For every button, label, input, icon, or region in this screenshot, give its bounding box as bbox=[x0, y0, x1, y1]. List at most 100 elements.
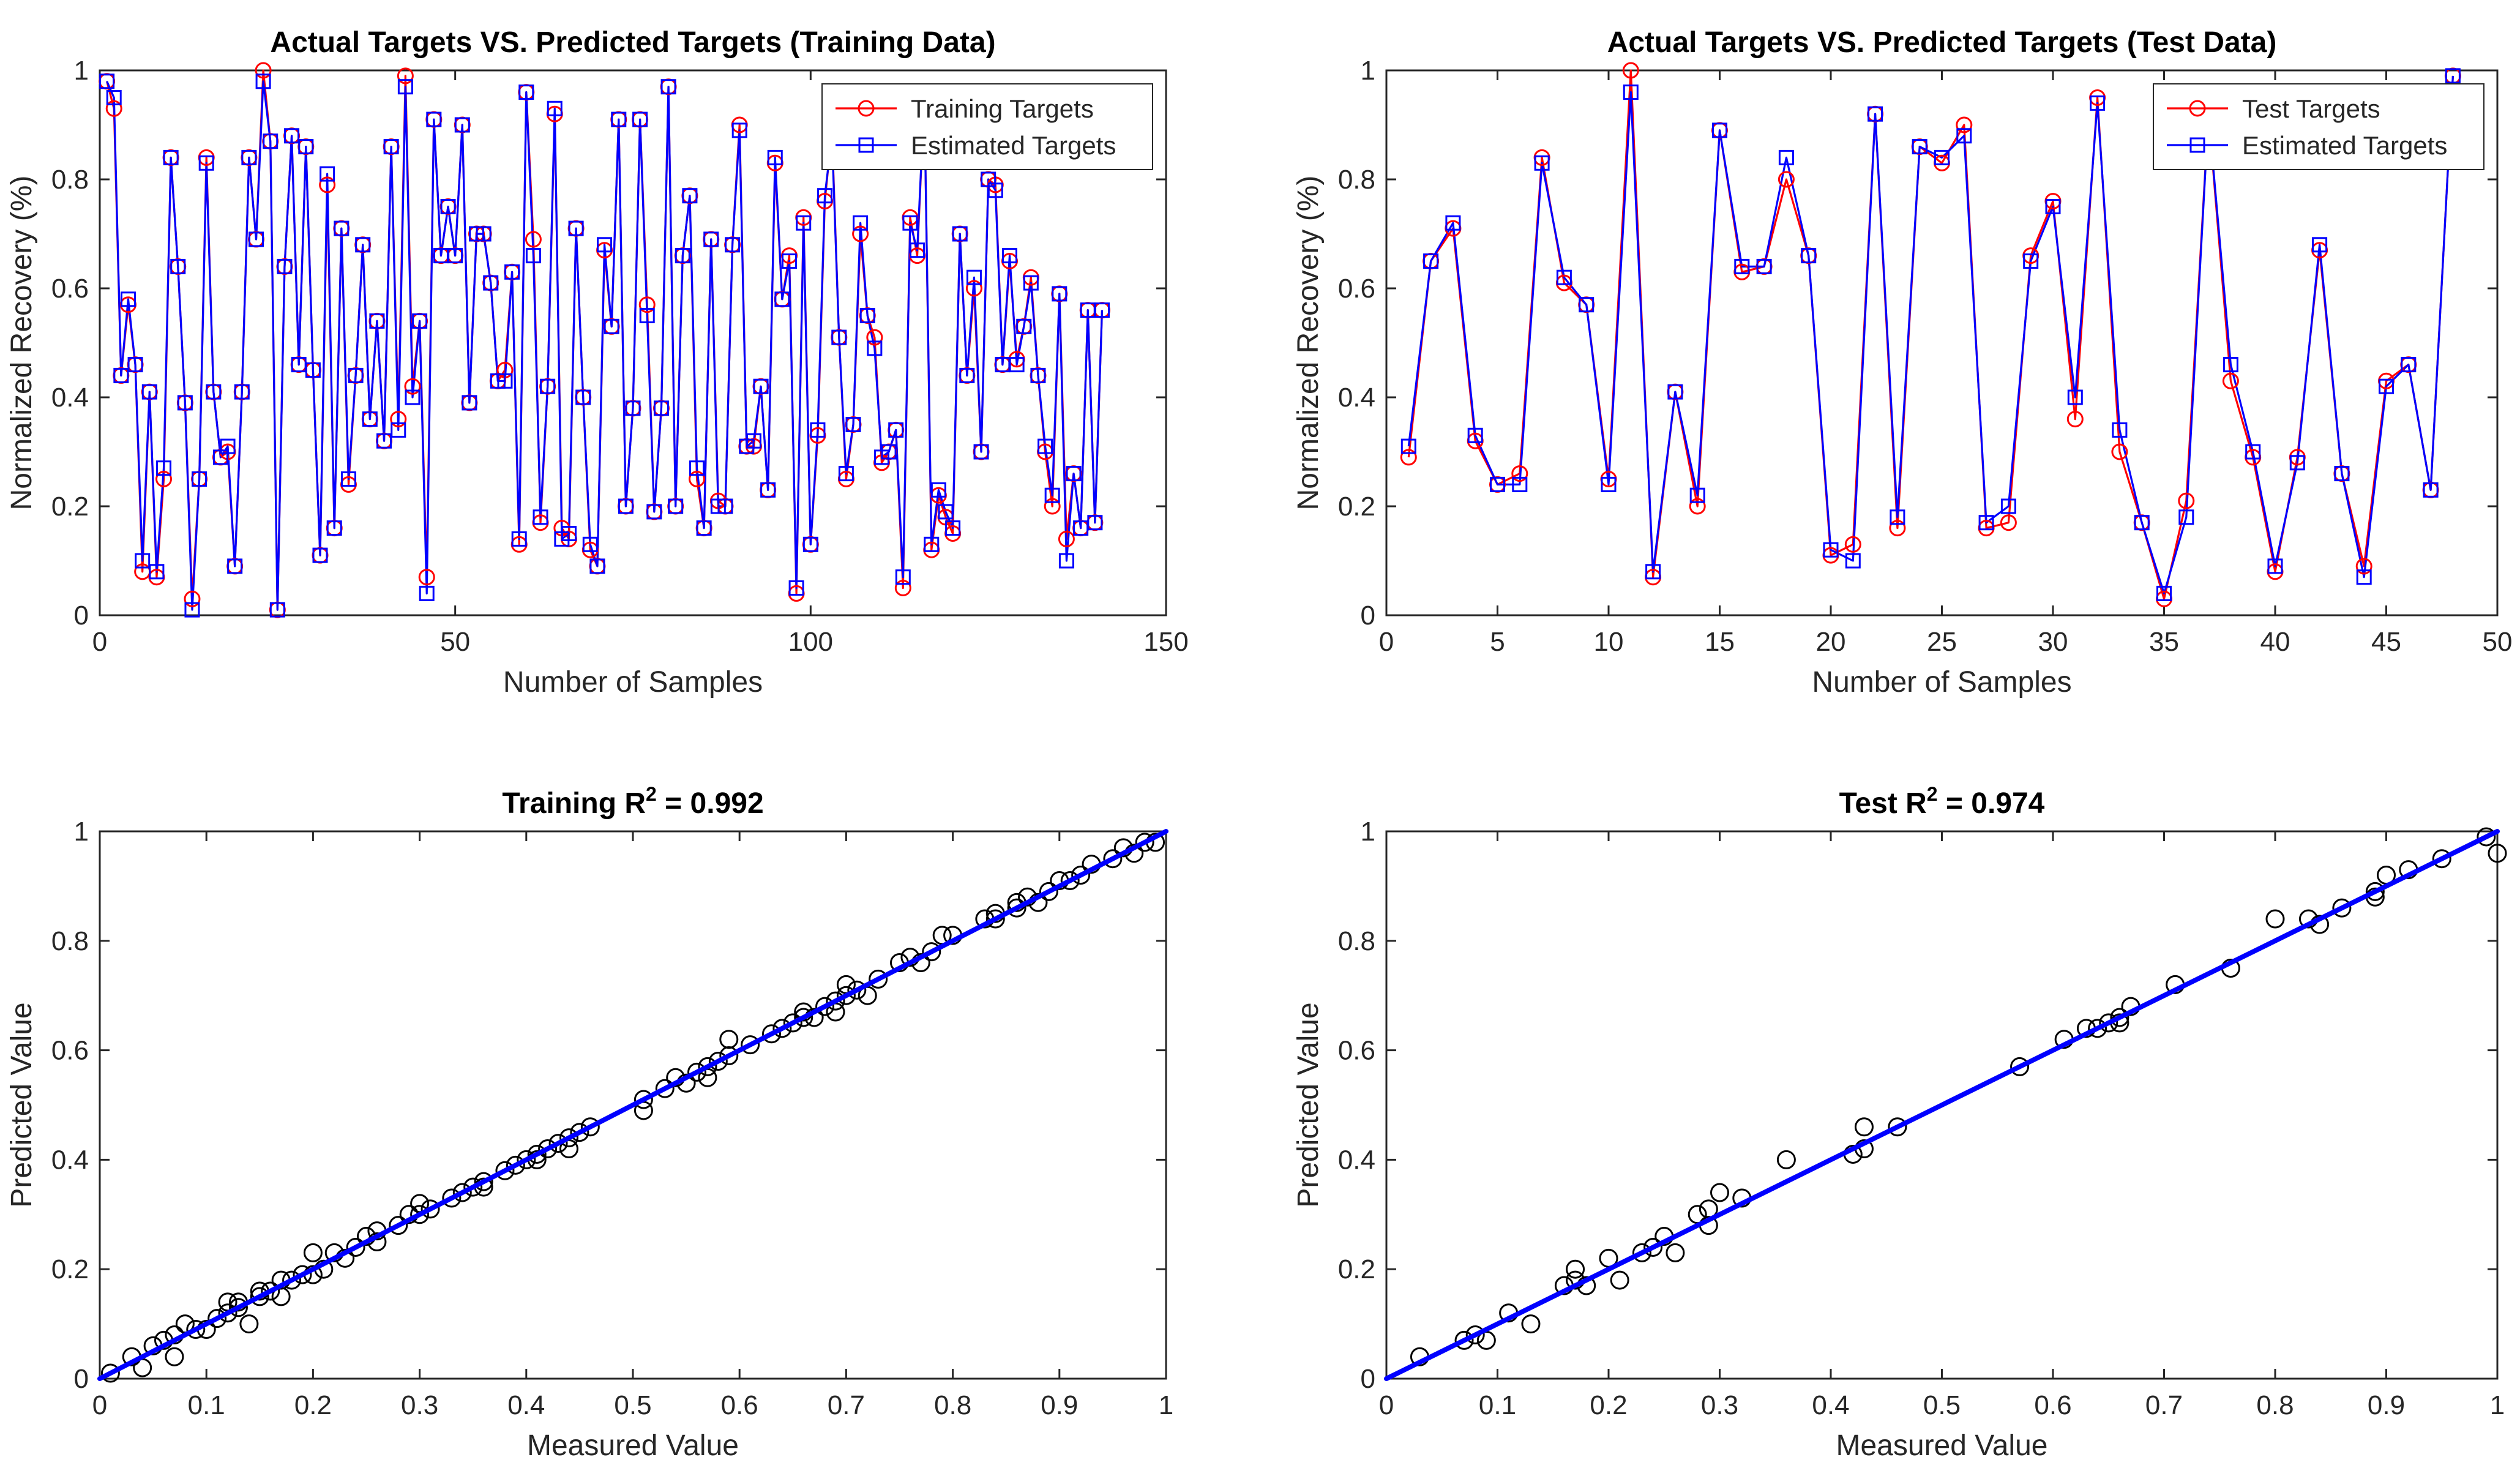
y-tick-label: 0.4 bbox=[51, 383, 89, 413]
legend-label: Test Targets bbox=[2242, 94, 2380, 123]
data-point-estimated bbox=[255, 73, 271, 89]
y-tick-label: 0.6 bbox=[51, 274, 89, 304]
scatter-point bbox=[186, 1320, 206, 1339]
y-tick-label: 0.2 bbox=[1338, 1254, 1375, 1284]
data-point-actual bbox=[1956, 116, 1973, 133]
x-tick-label: 35 bbox=[2149, 627, 2179, 657]
data-point-estimated bbox=[853, 215, 869, 231]
data-point-estimated bbox=[454, 117, 470, 133]
data-point-estimated bbox=[184, 602, 200, 618]
scatter-point bbox=[506, 1155, 525, 1175]
scatter-point bbox=[2432, 849, 2451, 869]
data-point-estimated bbox=[2312, 237, 2328, 253]
legend-label: Training Targets bbox=[911, 94, 1094, 123]
data-point-estimated bbox=[120, 291, 136, 307]
x-tick-label: 0.5 bbox=[614, 1390, 651, 1420]
x-tick-label: 0.9 bbox=[1041, 1390, 1078, 1420]
data-point-estimated bbox=[362, 411, 378, 427]
data-point-estimated bbox=[298, 139, 314, 155]
data-point-estimated bbox=[717, 498, 733, 514]
data-point-estimated bbox=[419, 585, 435, 601]
data-point-estimated bbox=[2156, 585, 2172, 601]
data-point-estimated bbox=[2045, 199, 2061, 214]
data-point-estimated bbox=[348, 367, 364, 383]
data-point-estimated bbox=[1845, 553, 1861, 569]
x-tick-label: 0.2 bbox=[294, 1390, 332, 1420]
legend-marker bbox=[858, 137, 874, 153]
x-tick-label: 0 bbox=[92, 627, 107, 657]
scatter-point bbox=[1060, 871, 1080, 890]
y-tick-label: 0.4 bbox=[51, 1145, 89, 1175]
series-line-estimated bbox=[106, 80, 1104, 611]
scatter-point bbox=[698, 1057, 717, 1076]
data-point-estimated bbox=[525, 248, 541, 264]
data-point-estimated bbox=[1044, 487, 1060, 503]
data-point-estimated bbox=[369, 313, 385, 329]
x-tick-label: 50 bbox=[440, 627, 470, 657]
data-point-actual bbox=[1622, 62, 1639, 79]
data-point-estimated bbox=[1956, 128, 1972, 144]
scatter-point bbox=[1007, 898, 1026, 918]
data-point-estimated bbox=[1734, 258, 1750, 274]
data-point-estimated bbox=[355, 237, 371, 253]
data-point-estimated bbox=[1058, 553, 1074, 569]
y-tick-label: 1 bbox=[74, 817, 89, 847]
data-point-estimated bbox=[838, 466, 854, 482]
y-tick-label: 0.6 bbox=[51, 1036, 89, 1066]
data-point-actual bbox=[2178, 492, 2195, 509]
data-point-estimated bbox=[867, 340, 883, 356]
scatter-point bbox=[634, 1090, 653, 1109]
data-point-actual bbox=[1889, 520, 1906, 537]
scatter-point bbox=[228, 1298, 248, 1317]
x-tick-label: 0.7 bbox=[2145, 1390, 2183, 1420]
data-point-estimated bbox=[135, 553, 151, 569]
x-tick-label: 30 bbox=[2038, 627, 2068, 657]
scatter-point bbox=[1776, 1150, 1796, 1169]
y-tick-label: 0.2 bbox=[1338, 492, 1375, 522]
data-point-estimated bbox=[99, 73, 115, 89]
scatter-point bbox=[2332, 898, 2352, 918]
data-point-estimated bbox=[582, 536, 598, 552]
data-point-estimated bbox=[383, 139, 399, 155]
data-point-estimated bbox=[391, 422, 406, 438]
data-point-actual bbox=[155, 471, 173, 487]
x-tick-label: 0.6 bbox=[2034, 1390, 2071, 1420]
x-tick-label: 1 bbox=[1159, 1390, 1173, 1420]
data-point-estimated bbox=[2112, 422, 2128, 438]
y-tick-label: 1 bbox=[74, 56, 89, 86]
data-point-estimated bbox=[234, 384, 250, 400]
scatter-point bbox=[303, 1243, 323, 1262]
data-point-estimated bbox=[646, 504, 662, 520]
y-tick-label: 0.6 bbox=[1338, 274, 1375, 304]
data-point-estimated bbox=[959, 367, 975, 383]
data-point-estimated bbox=[924, 536, 940, 552]
data-point-estimated bbox=[660, 79, 676, 95]
scatter-point bbox=[282, 1270, 302, 1290]
data-point-estimated bbox=[2334, 466, 2350, 482]
scatter-point bbox=[346, 1237, 365, 1257]
data-point-estimated bbox=[227, 558, 243, 574]
data-point-estimated bbox=[277, 258, 293, 274]
scatter-point bbox=[1135, 833, 1154, 852]
data-point-estimated bbox=[774, 291, 790, 307]
y-tick-label: 1 bbox=[1361, 56, 1375, 86]
training-scatter-chart: 0 0.1 0.2 0.3 0.4 0.5 0.6 0.7 0.8 0.9 1 0 0.2 0.4 0.6 0… bbox=[6, 783, 1173, 1462]
scatter-point bbox=[495, 1161, 515, 1180]
scatter-point bbox=[2099, 1013, 2118, 1033]
scatter-point bbox=[538, 1139, 558, 1159]
data-point-estimated bbox=[1912, 139, 1927, 155]
scatter-point bbox=[708, 1051, 728, 1071]
data-point-estimated bbox=[106, 90, 122, 105]
scatter-point bbox=[1103, 849, 1123, 869]
data-point-estimated bbox=[504, 264, 520, 280]
scatter-point bbox=[580, 1117, 600, 1137]
data-point-estimated bbox=[1009, 357, 1025, 373]
y-tick-label: 0.6 bbox=[1338, 1036, 1375, 1066]
y-tick-label: 0.8 bbox=[1338, 926, 1375, 956]
data-point-estimated bbox=[476, 226, 492, 242]
data-point-estimated bbox=[817, 188, 833, 204]
data-point-estimated bbox=[263, 133, 279, 149]
data-point-estimated bbox=[945, 520, 961, 536]
x-tick-label: 0.7 bbox=[828, 1390, 865, 1420]
data-point-estimated bbox=[320, 166, 335, 182]
